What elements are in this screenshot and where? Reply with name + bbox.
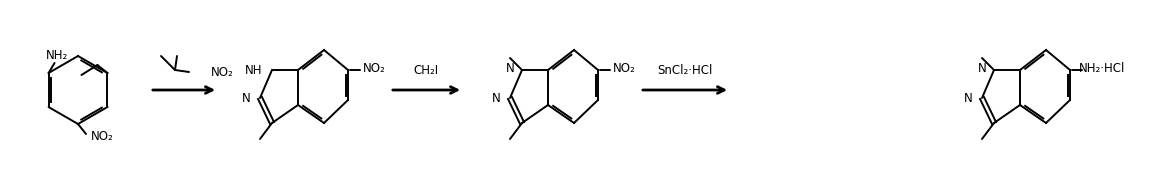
Text: N: N — [977, 62, 987, 74]
Text: NO₂: NO₂ — [362, 62, 386, 74]
Text: N: N — [492, 91, 500, 105]
Text: NO₂: NO₂ — [91, 129, 113, 142]
Text: NO₂: NO₂ — [211, 66, 234, 79]
Text: NH₂·HCl: NH₂·HCl — [1078, 62, 1125, 74]
Text: N: N — [506, 62, 514, 74]
Text: NH: NH — [246, 64, 262, 76]
Text: NH₂: NH₂ — [46, 49, 68, 62]
Text: SnCl₂·HCl: SnCl₂·HCl — [657, 64, 713, 76]
Text: NO₂: NO₂ — [613, 62, 635, 74]
Text: CH₂I: CH₂I — [414, 64, 439, 76]
Text: N: N — [963, 91, 973, 105]
Text: N: N — [241, 91, 250, 105]
